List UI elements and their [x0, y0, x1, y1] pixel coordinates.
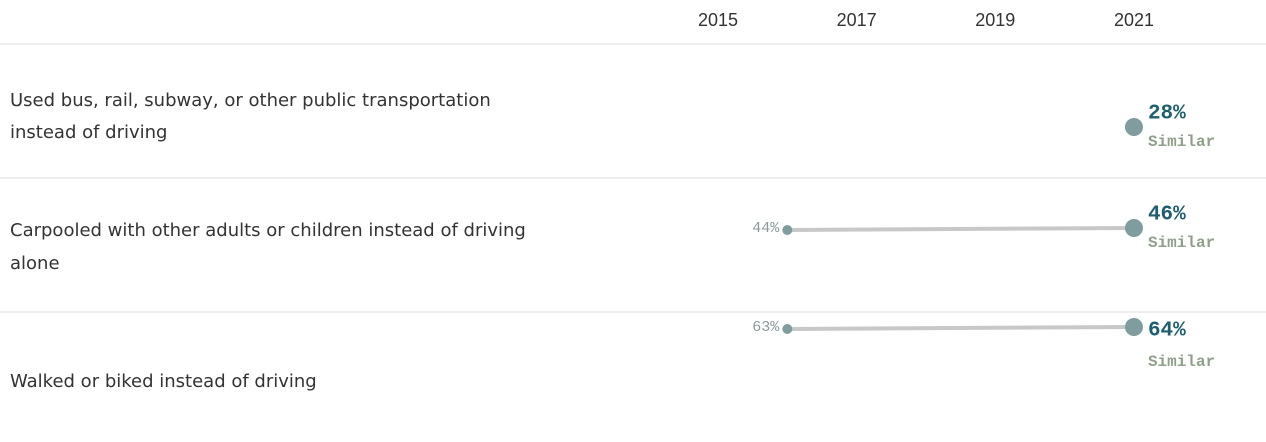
- dot: [782, 324, 793, 334]
- row-label: alone: [10, 253, 60, 274]
- x-tick-label: 2021: [1114, 10, 1154, 30]
- x-tick-label: 2017: [837, 10, 877, 30]
- change-note: Similar: [1148, 133, 1215, 151]
- trend-line: [787, 325, 1134, 331]
- dot: [782, 225, 793, 235]
- row-label: Carpooled with other adults or children …: [10, 220, 526, 241]
- value-label: 28%: [1148, 103, 1186, 126]
- x-tick-label: 2019: [975, 10, 1015, 30]
- row-label: Used bus, rail, subway, or other public …: [10, 90, 491, 111]
- row-label: instead of driving: [10, 122, 167, 143]
- change-note: Similar: [1148, 353, 1215, 371]
- trend-line: [787, 226, 1134, 232]
- value-label: 44%: [752, 220, 780, 237]
- value-label: 64%: [1148, 320, 1186, 343]
- value-label: 63%: [752, 319, 780, 336]
- dot: [1124, 118, 1143, 136]
- dot: [1124, 318, 1143, 336]
- change-note: Similar: [1148, 234, 1215, 252]
- x-tick-label: 2015: [698, 10, 738, 30]
- row-label: Walked or biked instead of driving: [10, 371, 317, 392]
- dot: [1124, 219, 1143, 237]
- value-label: 46%: [1148, 204, 1186, 227]
